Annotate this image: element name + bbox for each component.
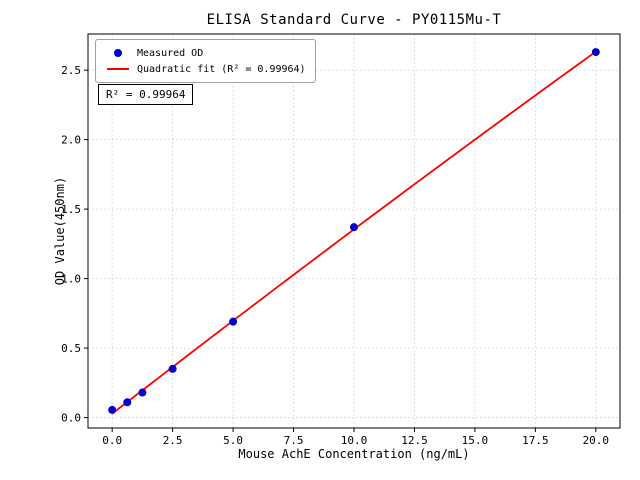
x-axis-label: Mouse AchE Concentration (ng/mL) — [238, 447, 470, 461]
y-tick-label: 1.0 — [61, 273, 81, 286]
data-point — [168, 364, 177, 373]
y-tick-label: 2.5 — [61, 64, 81, 77]
x-tick-label: 20.0 — [583, 434, 610, 447]
legend-item-measured-od: Measured OD — [103, 45, 306, 61]
data-point — [108, 405, 117, 414]
line-marker-icon — [107, 68, 129, 70]
x-tick-label: 5.0 — [223, 434, 243, 447]
x-tick-label: 12.5 — [401, 434, 428, 447]
x-tick-label: 10.0 — [341, 434, 368, 447]
scatter-marker-icon — [114, 49, 122, 57]
legend-marker-cell — [103, 68, 133, 70]
legend-label-measured-od: Measured OD — [137, 47, 204, 59]
legend-marker-cell — [103, 49, 133, 57]
data-point — [591, 48, 600, 57]
y-axis-label: OD Value(450nm) — [53, 176, 67, 286]
data-point — [123, 398, 132, 407]
y-tick-label: 0.0 — [61, 412, 81, 425]
y-tick-label: 2.0 — [61, 134, 81, 147]
data-point — [138, 388, 147, 397]
y-tick-label: 0.5 — [61, 342, 81, 355]
y-tick-label: 1.5 — [61, 203, 81, 216]
x-tick-label: 2.5 — [163, 434, 183, 447]
x-tick-label: 7.5 — [284, 434, 304, 447]
x-tick-label: 17.5 — [522, 434, 549, 447]
data-point — [229, 317, 238, 326]
legend: Measured OD Quadratic fit (R² = 0.99964) — [95, 39, 316, 83]
x-tick-label: 15.0 — [462, 434, 489, 447]
r-squared-annotation: R² = 0.99964 — [98, 84, 194, 105]
chart-title: ELISA Standard Curve - PY0115Mu-T — [206, 12, 502, 28]
legend-label-quadratic-fit: Quadratic fit (R² = 0.99964) — [137, 63, 306, 75]
data-point — [350, 223, 358, 232]
x-tick-label: 0.0 — [102, 434, 122, 447]
legend-item-quadratic-fit: Quadratic fit (R² = 0.99964) — [103, 61, 306, 77]
